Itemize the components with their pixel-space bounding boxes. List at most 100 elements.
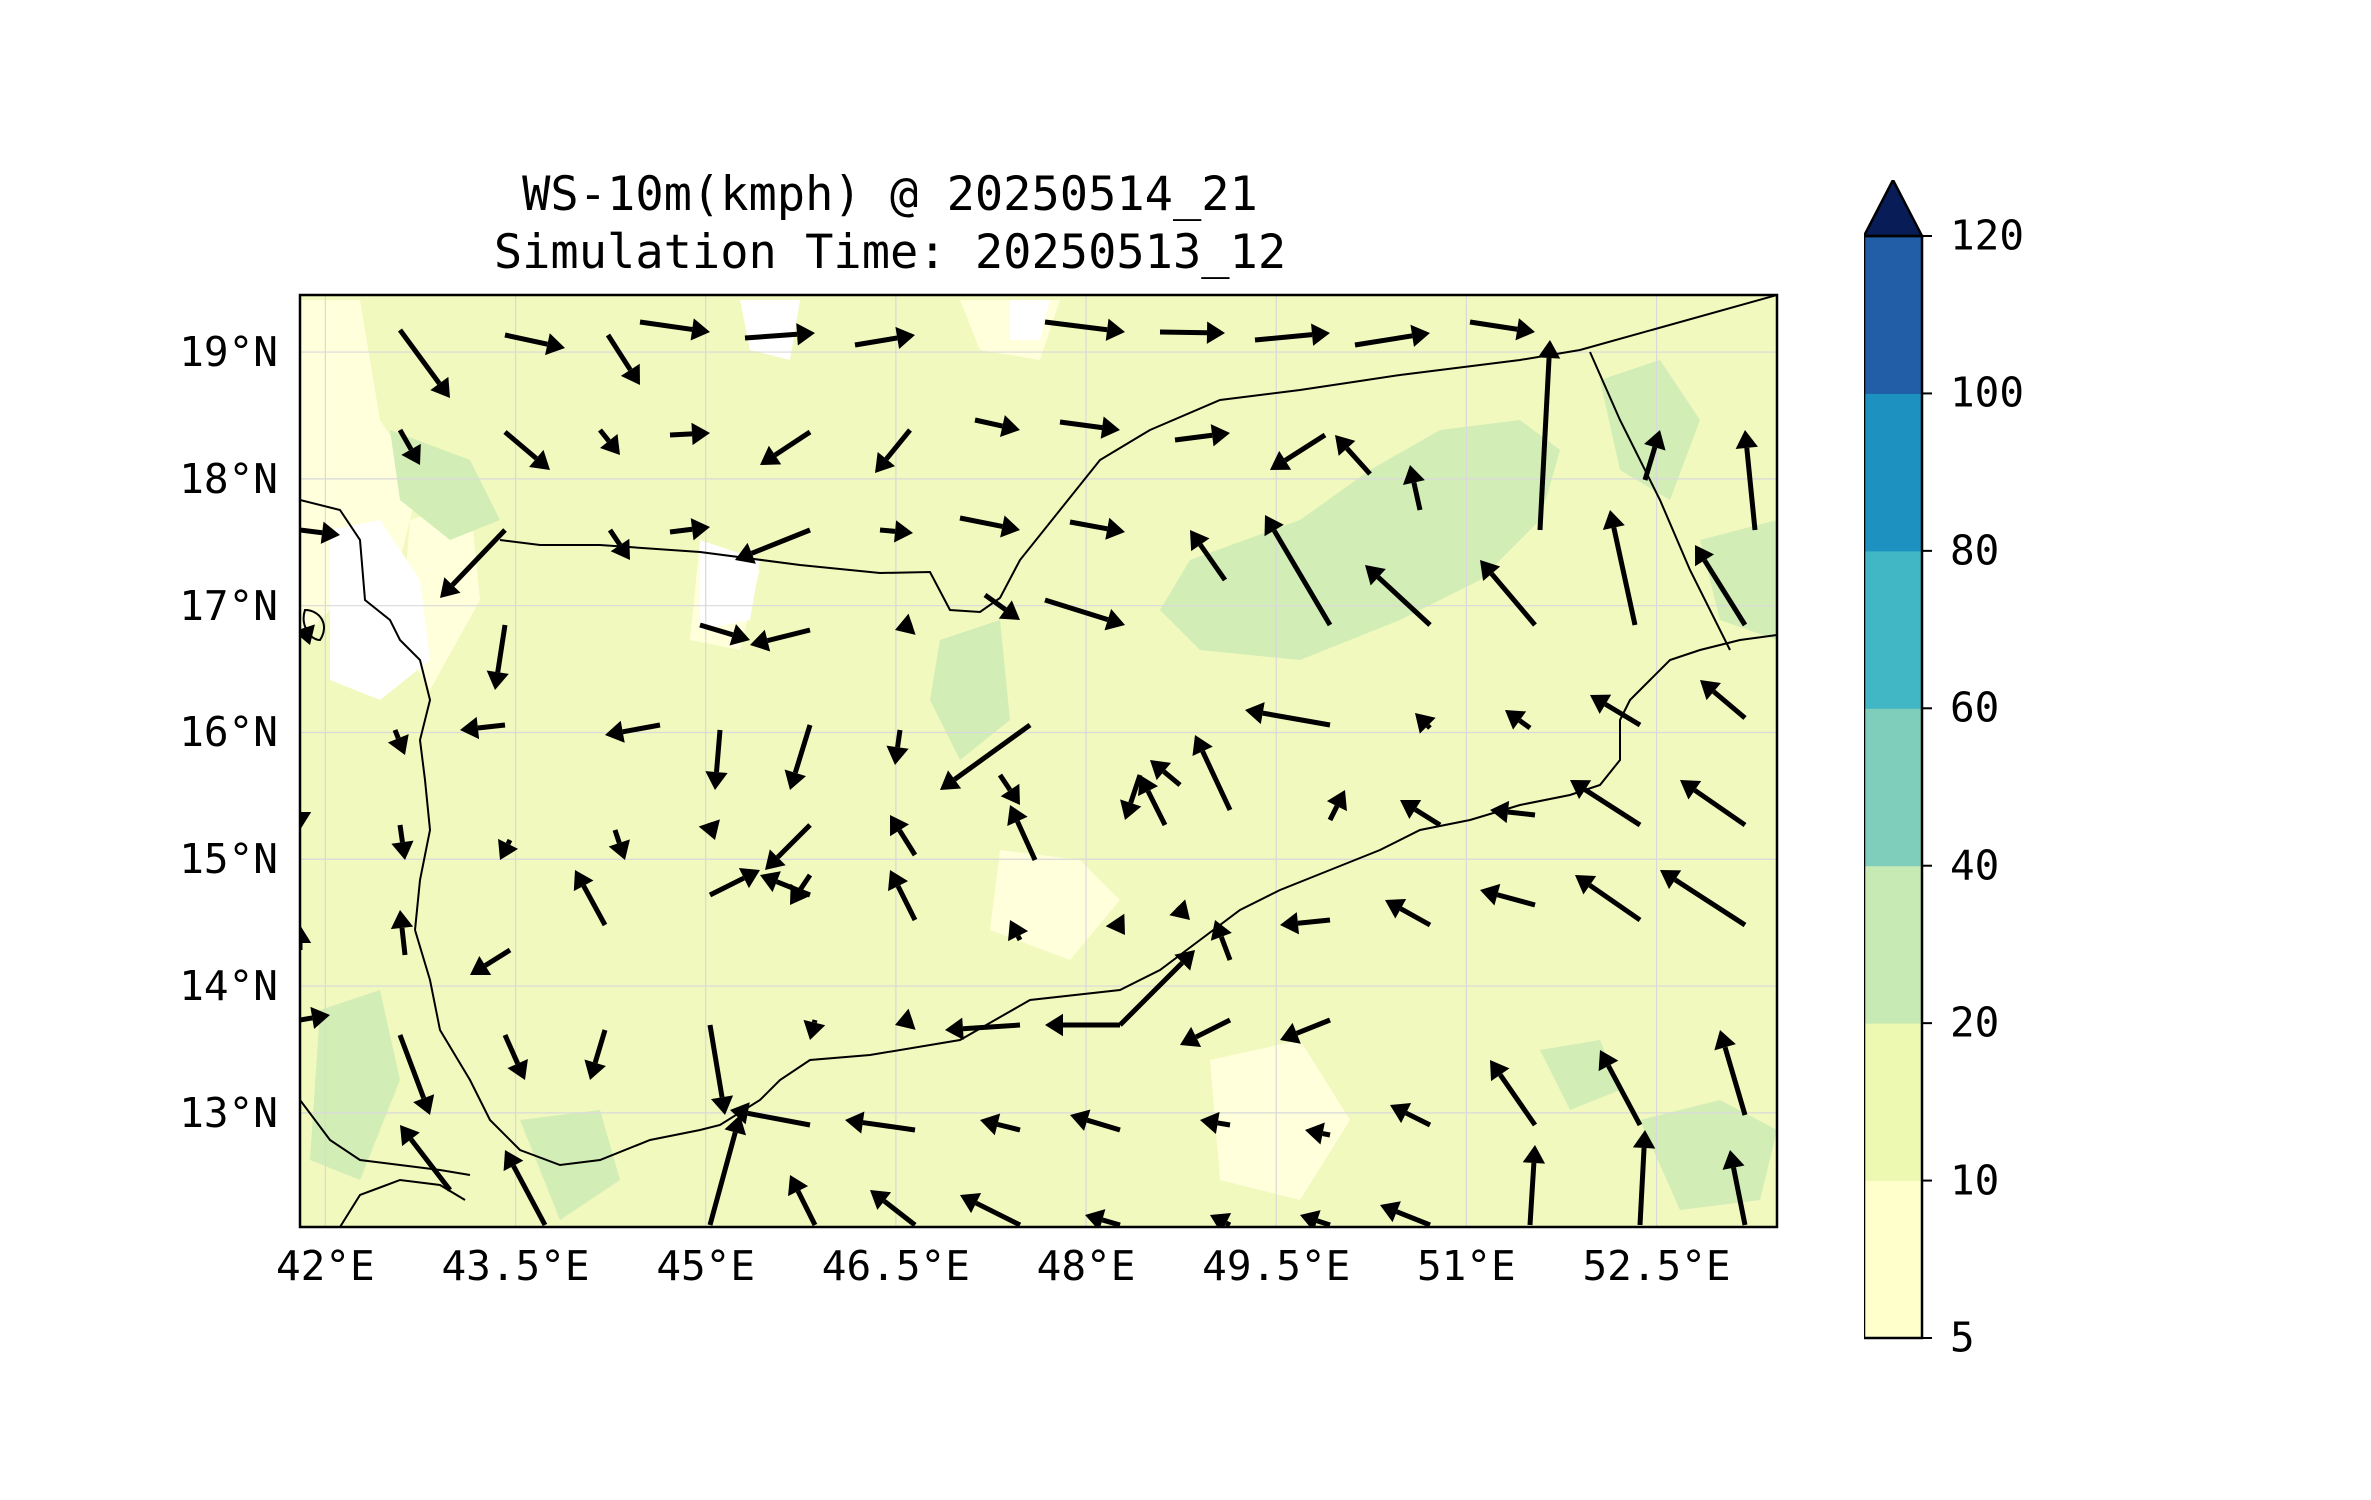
gridlines [300,295,1777,1227]
contour-mid-speed [520,1110,620,1220]
wind-arrow [1480,560,1537,627]
map-frame [298,293,1779,1229]
contour-low-speed [1210,1040,1350,1200]
colorbar-tick-label: 10 [1950,1156,2000,1205]
colorbar-frame [1864,234,1924,1340]
wind-arrow [888,870,918,922]
wind-arrow [503,1150,548,1227]
wind-arrow [735,527,811,564]
colorbar-segment [1864,236,1922,394]
wind-arrow [790,873,813,905]
lat-tick-label: 13°N [179,1088,278,1137]
wind-arrow [1264,515,1333,627]
lon-tick-label: 45°E [656,1242,756,1290]
wind-arrow [502,1033,528,1080]
colorbar-segment [1864,1023,1922,1182]
lat-tick-label: 16°N [179,708,278,757]
wind-arrow [498,838,519,860]
colorbar-segment [1864,550,1922,709]
wind-arrow [605,720,661,743]
wind-arrow [983,592,1020,620]
wind-arrow [1190,530,1228,582]
colorbar-segment [1864,865,1922,1024]
contour-mid-speed [930,620,1010,760]
wind-arrow [1660,870,1747,928]
wind-arrow [1354,324,1430,348]
wind-arrow [300,521,340,544]
wind-arrow [1045,1013,1120,1037]
wind-arrow [639,318,710,341]
wind-arrow [1326,790,1347,822]
colorbar-segment [1864,1180,1922,1339]
colorbar-segment [1864,393,1922,552]
lon-tick-label: 51°E [1417,1242,1516,1290]
lon-tick-label: 46.5°E [821,1242,970,1290]
lat-tick-label: 17°N [179,581,278,630]
colorbar-extend-arrow [1864,180,1925,238]
wind-arrow [1642,430,1666,481]
wind-arrow [1402,465,1425,511]
wind-arrow [300,1006,330,1030]
wind-arrow [890,815,918,857]
wind-arrow [573,870,608,927]
wind-arrow [870,1190,917,1227]
colorbar-tick-label: 120 [1950,211,2025,260]
wind-arrow [1169,899,1190,920]
wind-arrow [1505,710,1532,731]
wind-arrow [1105,913,1125,935]
wind-arrow [1632,1130,1656,1226]
lat-tick-label: 18°N [179,454,278,503]
wind-arrow [1598,1050,1643,1127]
wind-arrow [707,1115,747,1226]
plot-title: WS-10m(kmph) @ 20250514_21 Simulation Ti… [300,166,1480,282]
wind-arrow [940,722,1032,790]
wind-arrow [1085,1209,1121,1227]
wind-arrow [598,428,620,455]
wind-arrow [1118,950,1195,1027]
wind-arrow [486,624,509,690]
calm-area [1010,300,1050,340]
wind-arrow [980,1113,1021,1136]
wind-arrow [1174,424,1230,447]
wind-arrow [503,430,550,470]
wind-arrow [504,332,565,356]
wind-arrow [1192,735,1233,812]
calm-area [740,300,800,360]
wind-arrow [669,422,710,446]
wind-arrows [300,318,1758,1227]
wind-arrow [698,819,720,840]
wind-arrow [1280,912,1331,935]
wind-arrow [803,1019,826,1040]
wind-arrow [1695,545,1748,627]
wind-arrow [1159,321,1225,344]
wind-arrow [997,773,1020,805]
wind-arrow [1200,1111,1231,1135]
contour-mid-speed [310,990,400,1180]
colorbar [1864,180,1932,1340]
wind-arrow [1138,775,1168,827]
wind-arrow [784,724,813,790]
wind-arrow [300,812,312,830]
wind-arrow [974,415,1020,438]
wind-arrow [854,326,915,350]
wind-arrow [1700,680,1747,720]
wind-arrow [397,1034,435,1115]
lat-tick-label: 15°N [179,835,278,884]
wind-arrow [1180,1017,1232,1047]
map-background [300,295,1777,1227]
wind-arrow [879,520,913,543]
colorbar-tick-label: 100 [1950,368,2025,417]
contour-mid-speed [1600,360,1700,500]
coastlines-and-borders [300,295,1777,1227]
wind-arrow [1245,702,1331,728]
wind-arrow [1537,340,1561,531]
wind-arrow [1120,774,1143,820]
wind-arrow [1570,780,1642,828]
wind-arrow [460,716,506,740]
wind-arrow [744,323,815,346]
wind-arrow [1575,875,1642,923]
wind-arrow [1680,780,1747,828]
wind-arrow [1280,1017,1331,1044]
lon-tick-label: 48°E [1036,1242,1136,1290]
lat-tick-label: 19°N [179,328,278,377]
